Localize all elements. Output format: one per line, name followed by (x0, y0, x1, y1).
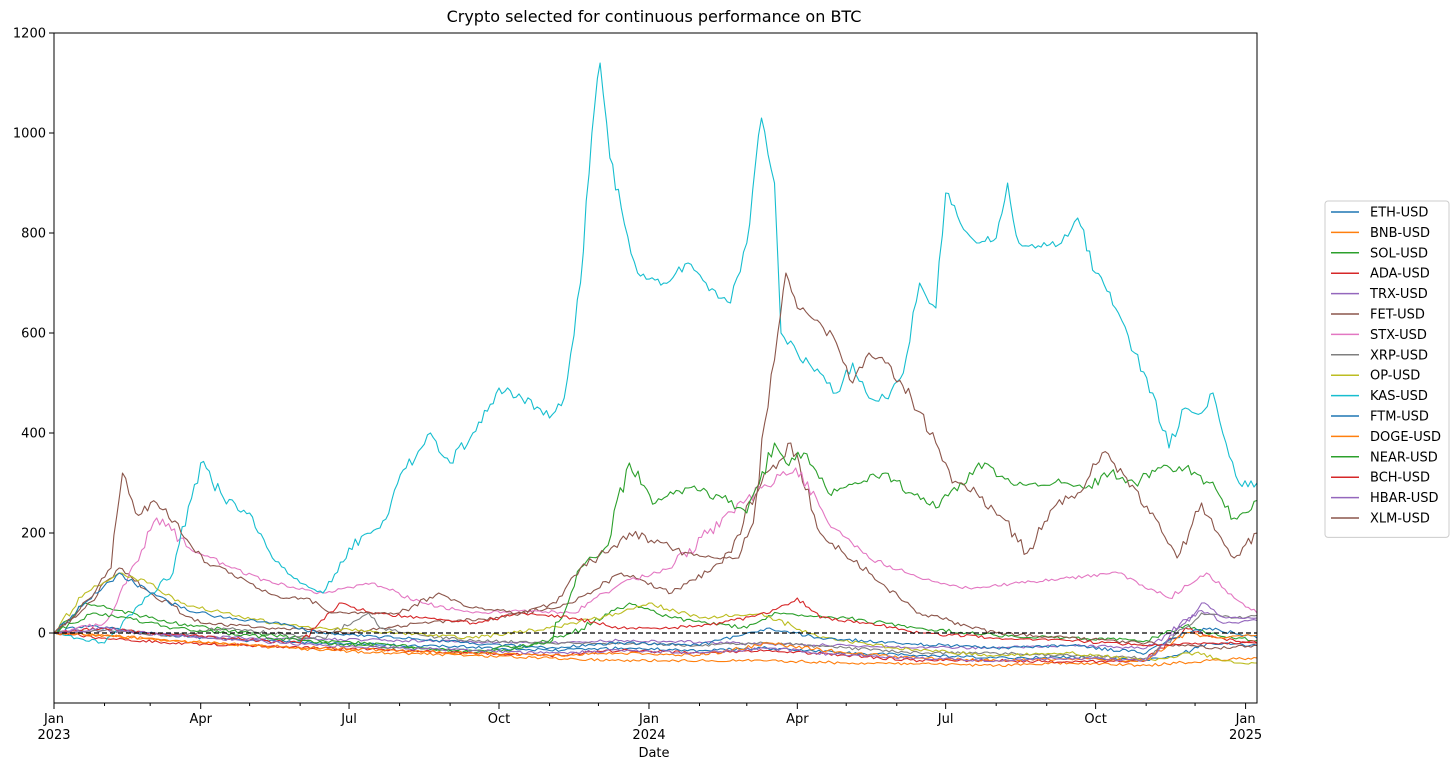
x-tick-label: Jan (638, 712, 659, 727)
x-tick-label: Jan (1235, 712, 1256, 727)
series-line-fet-usd (53, 442, 1258, 650)
legend-label: TRX-USD (1369, 287, 1428, 302)
x-tick-label: Oct (488, 712, 510, 727)
x-tick-year-label: 2025 (1229, 728, 1262, 743)
x-tick-label: Jan (43, 712, 64, 727)
series-layer (53, 62, 1258, 668)
y-tick-label: 1000 (13, 127, 46, 142)
legend-label: FET-USD (1370, 308, 1425, 323)
y-axis: 0 200 400 600 800 1000 1200 (13, 27, 54, 642)
plot-area (53, 32, 1258, 704)
series-line-ftm-usd (53, 572, 1258, 655)
series-line-xlm-usd (53, 272, 1258, 634)
legend-label: STX-USD (1370, 328, 1427, 343)
legend-label: OP-USD (1370, 369, 1420, 384)
series-line-near-usd (53, 442, 1258, 652)
x-axis-label: Date (638, 746, 669, 761)
x-tick-year-label: 2024 (632, 728, 665, 743)
y-tick-label: 1200 (13, 27, 46, 42)
legend-label: XLM-USD (1370, 512, 1430, 527)
legend-label: XRP-USD (1370, 348, 1428, 363)
y-tick-label: 600 (21, 327, 46, 342)
y-tick-label: 200 (21, 527, 46, 542)
y-tick-label: 400 (21, 427, 46, 442)
legend-label: KAS-USD (1370, 389, 1428, 404)
x-tick-label: Apr (189, 712, 212, 727)
legend-label: ETH-USD (1370, 206, 1428, 221)
y-tick-label: 800 (21, 227, 46, 242)
series-line-ada-usd (53, 627, 1258, 664)
x-tick-label: Apr (786, 712, 809, 727)
legend-label: DOGE-USD (1370, 430, 1441, 445)
y-tick-label: 0 (38, 627, 46, 642)
series-line-stx-usd (53, 467, 1258, 634)
legend-label: BCH-USD (1370, 471, 1430, 486)
plot-border (53, 32, 1258, 704)
x-tick-label: Jul (937, 712, 954, 727)
series-line-op-usd (53, 572, 1258, 665)
legend-label: NEAR-USD (1370, 450, 1438, 465)
legend-label: FTM-USD (1370, 410, 1429, 425)
series-line-trx-usd (53, 609, 1258, 650)
plot-frame (54, 33, 1257, 703)
legend-label: HBAR-USD (1370, 491, 1439, 506)
x-tick-year-label: 2023 (37, 728, 70, 743)
legend-label: SOL-USD (1370, 246, 1428, 261)
legend: ETH-USD BNB-USD SOL-USD ADA-USD TRX-USD FET-U… (1324, 200, 1450, 538)
legend-label: ADA-USD (1370, 267, 1430, 282)
legend-box (1324, 200, 1450, 538)
x-tick-label: Oct (1084, 712, 1106, 727)
x-tick-label: Jul (340, 712, 357, 727)
series-line-kas-usd (53, 62, 1258, 644)
chart-title: Crypto selected for continuous performan… (447, 7, 862, 26)
legend-label: BNB-USD (1370, 226, 1430, 241)
series-line-bch-usd (53, 597, 1258, 647)
series-line-hbar-usd (53, 602, 1258, 663)
